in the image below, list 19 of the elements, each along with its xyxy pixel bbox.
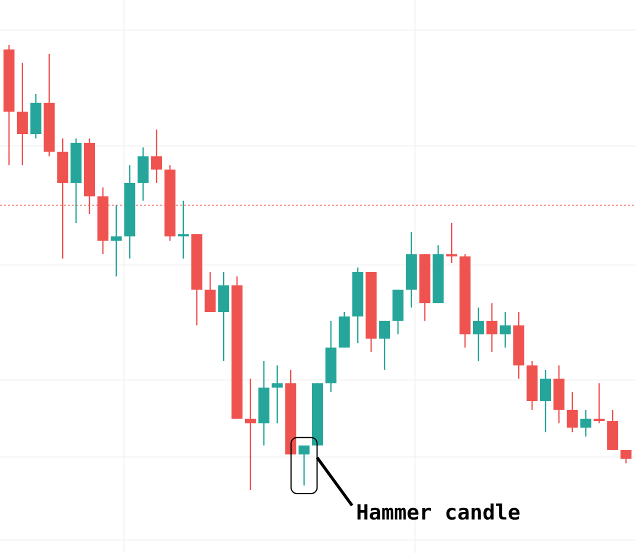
candlestick <box>472 306 484 362</box>
candlestick <box>110 204 122 278</box>
candlestick <box>486 302 498 353</box>
candlestick <box>16 62 28 166</box>
candlestick <box>204 271 216 313</box>
candlestick <box>178 200 189 260</box>
candlestick <box>566 391 578 433</box>
candlestick <box>594 382 605 424</box>
candlestick <box>151 128 162 184</box>
candlestick <box>580 409 592 438</box>
text: Hammer candle <box>356 500 520 525</box>
candlestick <box>379 320 390 370</box>
candlestick <box>500 311 511 348</box>
candlestick <box>244 378 256 491</box>
candlestick <box>540 369 552 433</box>
candlestick <box>620 449 632 464</box>
candlestick <box>298 444 310 486</box>
candlestick <box>272 364 283 424</box>
candlestick <box>446 222 458 264</box>
